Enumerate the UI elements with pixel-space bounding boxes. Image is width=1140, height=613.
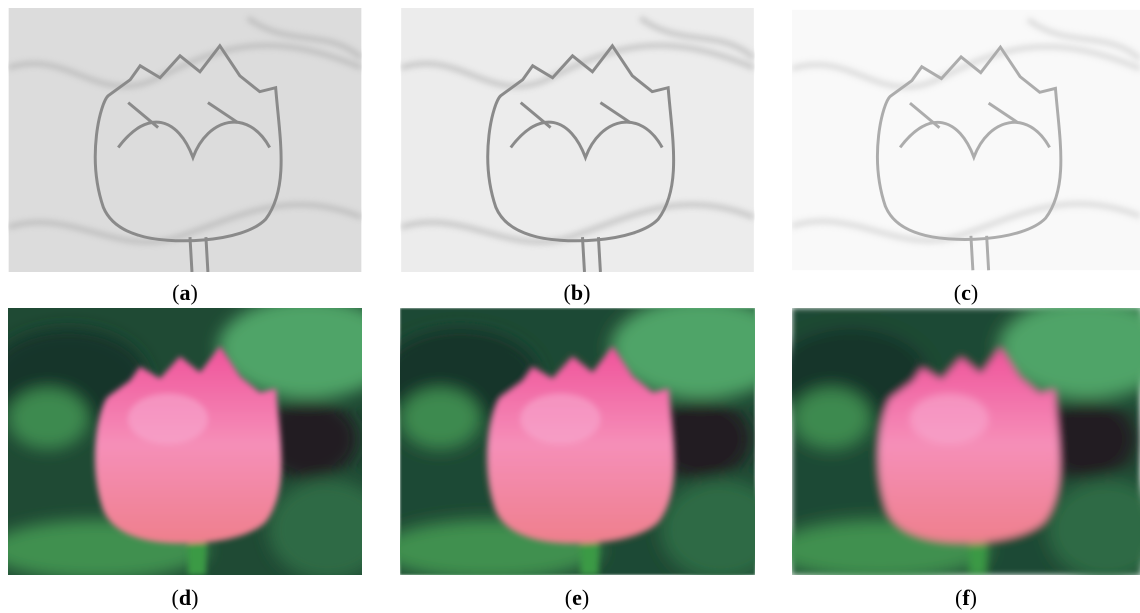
- caption: (e): [397, 585, 757, 611]
- caption: (a): [5, 280, 365, 306]
- caption: (c): [786, 280, 1140, 306]
- figure: (a) (b) (c) (d) (e) (f) (() => { const d…: [0, 0, 1140, 613]
- sketch-image: [792, 8, 1140, 272]
- sketch-image: [8, 8, 362, 272]
- caption: (d): [5, 585, 365, 611]
- caption: (b): [397, 280, 757, 306]
- sketch-image: [400, 8, 755, 272]
- caption: (f): [786, 585, 1140, 611]
- photo-image: [792, 308, 1140, 575]
- photo-image: [8, 308, 362, 575]
- photo-image: [400, 308, 755, 575]
